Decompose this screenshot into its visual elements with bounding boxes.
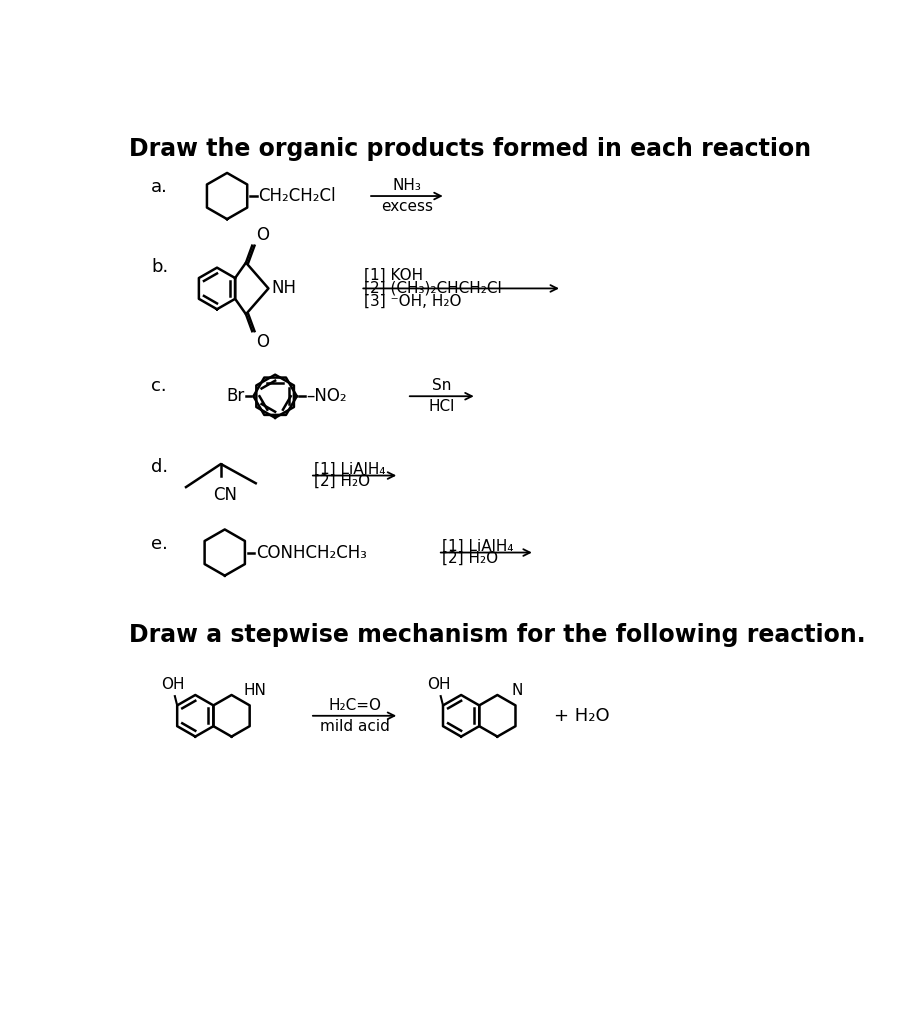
Text: [2] (CH₃)₂CHCH₂Cl: [2] (CH₃)₂CHCH₂Cl — [364, 281, 502, 296]
Text: [1] KOH: [1] KOH — [364, 268, 423, 283]
Text: Br: Br — [226, 387, 245, 406]
Text: [2] H₂O: [2] H₂O — [441, 551, 498, 566]
Text: c.: c. — [151, 377, 166, 395]
Text: [3] ⁻OH, H₂O: [3] ⁻OH, H₂O — [364, 294, 462, 309]
Text: mild acid: mild acid — [320, 719, 389, 734]
Text: a.: a. — [151, 178, 168, 197]
Text: e.: e. — [151, 535, 168, 553]
Text: b.: b. — [151, 258, 168, 275]
Text: H₂C=O: H₂C=O — [328, 697, 381, 713]
Text: excess: excess — [381, 199, 433, 214]
Text: CONHCH₂CH₃: CONHCH₂CH₃ — [255, 544, 367, 561]
Text: OH: OH — [162, 677, 185, 691]
Text: [1] LiAlH₄: [1] LiAlH₄ — [314, 462, 386, 477]
Text: CH₂CH₂Cl: CH₂CH₂Cl — [258, 187, 335, 205]
Text: CN: CN — [213, 485, 236, 504]
Text: [1] LiAlH₄: [1] LiAlH₄ — [441, 539, 513, 554]
Text: OH: OH — [427, 677, 451, 691]
Text: [2] H₂O: [2] H₂O — [314, 474, 370, 489]
Text: d.: d. — [151, 458, 168, 476]
Text: NH: NH — [271, 280, 297, 297]
Text: N: N — [512, 683, 523, 697]
Text: O: O — [256, 226, 269, 244]
Text: –NO₂: –NO₂ — [307, 387, 347, 406]
Text: Sn: Sn — [432, 378, 451, 393]
Text: NH₃: NH₃ — [393, 178, 422, 193]
Text: Draw the organic products formed in each reaction: Draw the organic products formed in each… — [129, 137, 812, 161]
Text: O: O — [256, 333, 269, 350]
Text: HCl: HCl — [429, 399, 455, 415]
Text: + H₂O: + H₂O — [554, 707, 610, 725]
Text: HN: HN — [244, 683, 266, 697]
Text: Draw a stepwise mechanism for the following reaction.: Draw a stepwise mechanism for the follow… — [129, 624, 866, 647]
